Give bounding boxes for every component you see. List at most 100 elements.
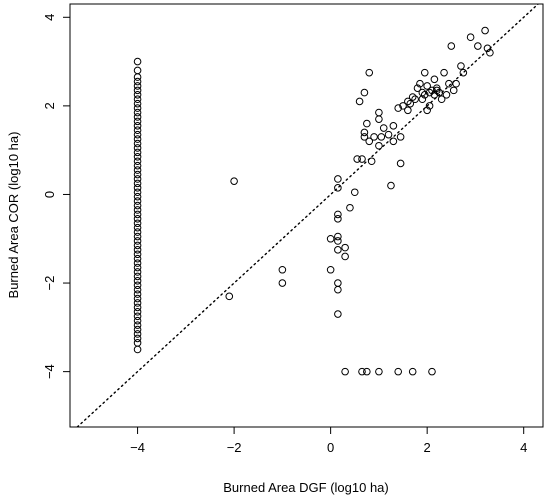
data-point xyxy=(133,157,142,166)
data-point xyxy=(430,91,439,99)
data-point xyxy=(389,137,398,146)
data-point xyxy=(341,252,349,261)
data-point xyxy=(133,285,142,294)
data-point xyxy=(133,246,142,254)
data-point xyxy=(133,130,142,139)
data-point xyxy=(133,215,142,223)
data-point xyxy=(133,139,142,148)
data-point xyxy=(365,137,374,146)
data-point xyxy=(278,265,287,274)
data-point xyxy=(387,181,395,190)
data-point xyxy=(420,91,429,99)
data-point xyxy=(133,153,142,161)
data-point xyxy=(375,108,383,117)
data-point xyxy=(133,206,142,214)
data-point xyxy=(133,290,142,298)
data-point xyxy=(133,241,142,250)
data-point xyxy=(346,203,354,212)
data-point xyxy=(406,99,415,108)
data-point xyxy=(133,82,142,90)
data-point xyxy=(360,128,369,137)
data-point xyxy=(447,42,456,50)
data-point xyxy=(133,237,142,245)
data-point xyxy=(375,115,383,123)
data-point xyxy=(428,367,436,376)
data-point xyxy=(133,144,142,152)
data-point xyxy=(355,97,364,106)
data-point xyxy=(133,272,142,281)
data-point xyxy=(411,95,419,104)
data-point xyxy=(133,91,142,99)
data-point xyxy=(334,279,342,287)
data-point xyxy=(363,119,371,128)
data-point xyxy=(326,234,335,243)
data-point xyxy=(278,279,287,287)
data-point xyxy=(133,135,142,143)
data-point xyxy=(133,126,142,135)
data-point xyxy=(459,68,468,77)
data-point xyxy=(133,113,142,121)
data-point xyxy=(430,75,439,84)
data-point xyxy=(133,339,142,347)
data-point xyxy=(334,175,342,183)
data-point xyxy=(433,84,441,92)
x-axis: −4 −2 0 2 4 xyxy=(130,427,527,455)
data-point xyxy=(440,68,448,77)
data-point xyxy=(133,259,142,267)
data-point xyxy=(466,33,475,42)
data-point xyxy=(425,88,434,97)
data-point xyxy=(384,130,393,139)
data-point xyxy=(133,254,142,263)
data-point xyxy=(133,201,142,210)
data-point xyxy=(420,68,429,77)
x-tick-label: −4 xyxy=(130,440,145,455)
data-point xyxy=(445,79,453,88)
data-point xyxy=(428,86,436,95)
data-point xyxy=(133,66,142,75)
data-point xyxy=(133,161,142,170)
data-point xyxy=(334,285,342,294)
data-point xyxy=(408,93,417,101)
data-point xyxy=(435,88,444,97)
y-tick-label: −4 xyxy=(42,364,57,379)
data-point xyxy=(399,102,407,110)
data-point xyxy=(486,48,494,57)
y-tick-label: 4 xyxy=(42,14,57,21)
data-point xyxy=(423,82,431,90)
data-point xyxy=(423,106,431,115)
data-point xyxy=(452,79,460,88)
data-point xyxy=(133,330,142,338)
data-point xyxy=(334,210,342,219)
data-point xyxy=(133,148,142,157)
data-point xyxy=(425,102,434,110)
data-point xyxy=(133,95,142,104)
data-point xyxy=(416,79,424,88)
plot-frame xyxy=(69,3,544,428)
y-axis: −4 −2 0 2 4 xyxy=(42,14,70,379)
data-point xyxy=(418,95,427,104)
data-point xyxy=(133,179,142,188)
data-point xyxy=(367,157,376,166)
data-point xyxy=(437,95,446,104)
data-point xyxy=(133,219,142,228)
data-point xyxy=(358,155,366,163)
data-point xyxy=(133,232,142,241)
data-point xyxy=(334,215,342,223)
data-point xyxy=(334,246,342,254)
data-point xyxy=(404,106,412,115)
x-tick-label: 2 xyxy=(424,440,431,455)
data-point xyxy=(442,91,451,99)
data-point xyxy=(375,141,383,150)
data-point xyxy=(396,159,405,168)
data-point xyxy=(413,84,422,92)
data-point xyxy=(394,104,403,112)
data-point xyxy=(389,122,398,130)
data-point xyxy=(133,188,142,197)
data-point xyxy=(481,26,489,35)
data-point xyxy=(360,88,369,97)
data-point xyxy=(133,104,142,112)
data-point xyxy=(133,277,142,285)
data-point xyxy=(133,345,142,354)
data-points-layer xyxy=(133,26,494,376)
